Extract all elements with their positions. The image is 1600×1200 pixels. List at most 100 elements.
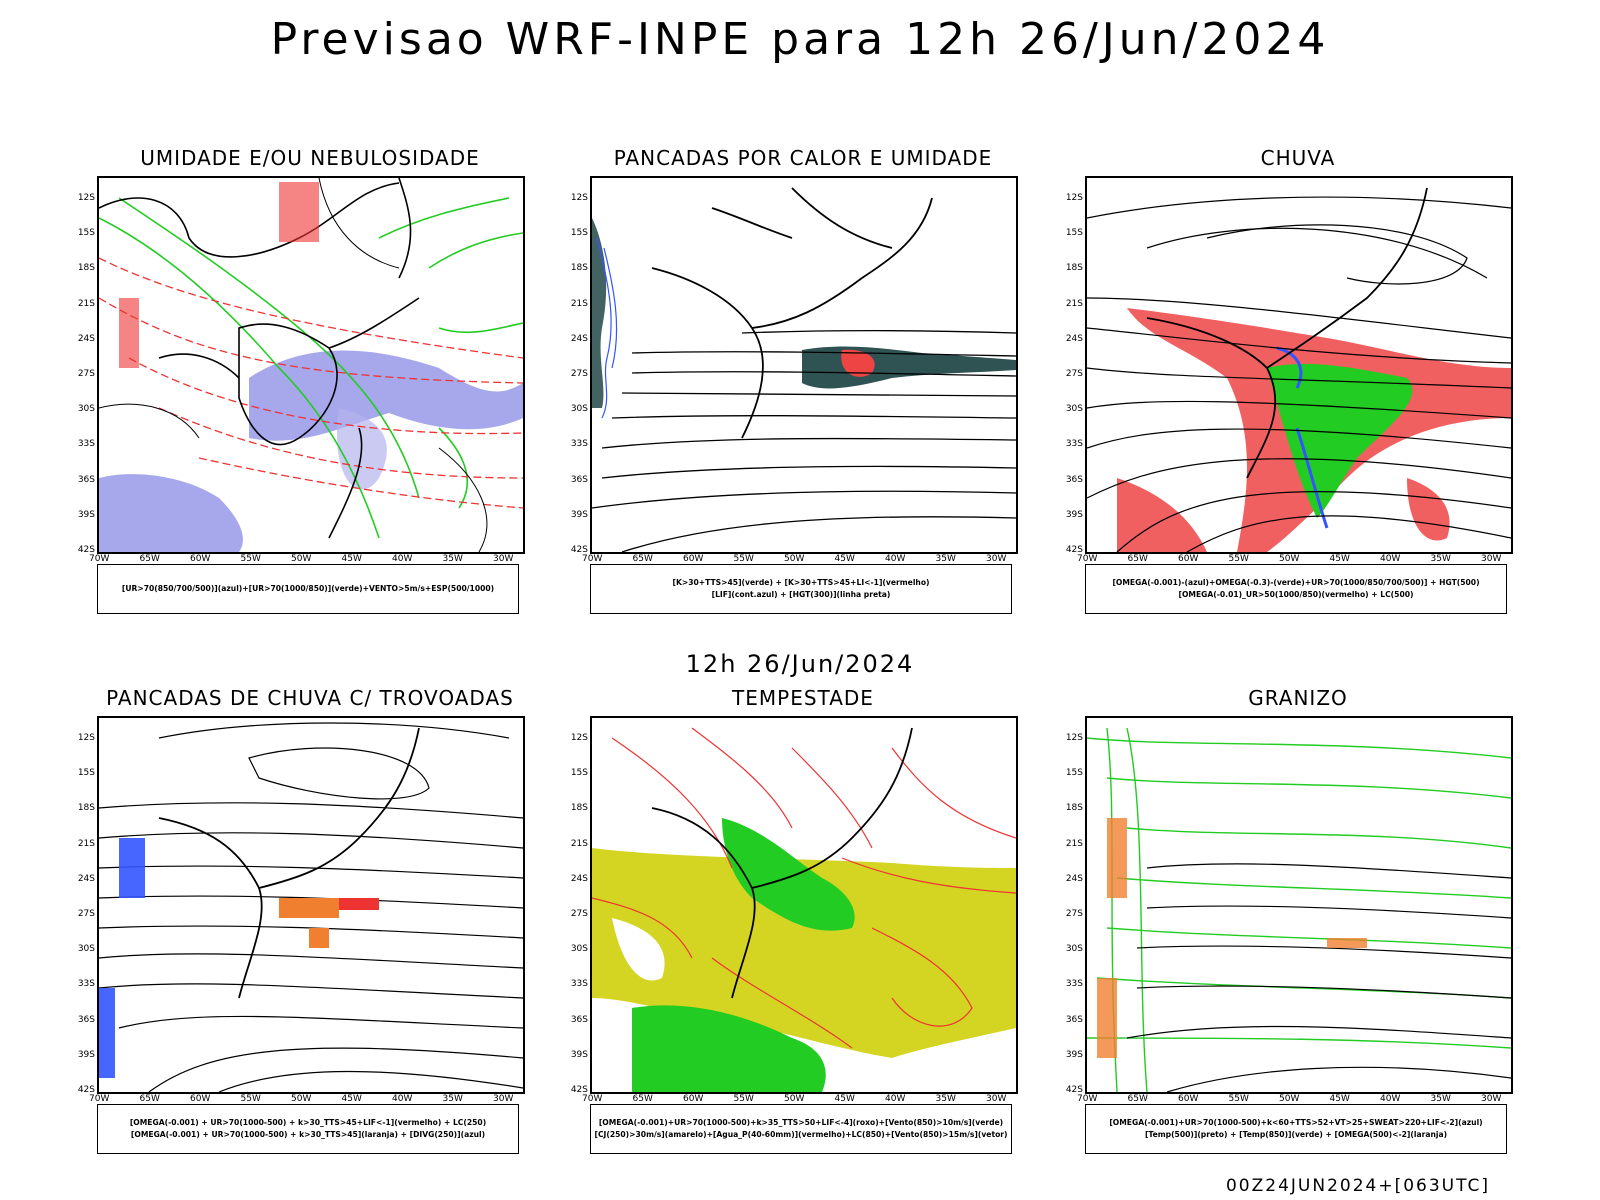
lat-tick-label: 33S	[77, 439, 95, 450]
lat-tick-label: 42S	[77, 545, 95, 555]
lat-tick-label: 21S	[570, 298, 588, 309]
lat-tick-label: 18S	[77, 263, 95, 274]
panel-legend: [OMEGA(-0.001)+UR>70(1000-500)+k<60+TTS>…	[1085, 1104, 1507, 1154]
map-tempestade	[590, 716, 1018, 1094]
map-umidade	[97, 176, 525, 554]
lon-tick-label: 70W	[1077, 1094, 1098, 1104]
lat-tick-label: 24S	[570, 333, 588, 344]
lon-tick-label: 45W	[341, 554, 362, 564]
lon-tick-label: 55W	[1228, 554, 1249, 564]
lat-tick-label: 12S	[1065, 193, 1083, 203]
lon-tick-label: 30W	[986, 1094, 1007, 1104]
panel-legend: [UR>70(850/700/500)](azul)+[UR>70(1000/8…	[97, 564, 519, 614]
lon-tick-label: 40W	[1380, 554, 1401, 564]
panel-legend: [OMEGA(-0.001)-(azul)+OMEGA(-0.3)-(verde…	[1085, 564, 1507, 614]
lon-tick-label: 70W	[89, 554, 110, 564]
lon-tick-label: 30W	[986, 554, 1007, 564]
lat-tick-label: 36S	[1065, 474, 1083, 485]
panel-title: CHUVA	[1260, 146, 1336, 170]
lon-tick-label: 30W	[1481, 554, 1502, 564]
lat-tick-label: 12S	[1065, 733, 1083, 743]
lon-tick-label: 40W	[885, 1094, 906, 1104]
lon-tick-label: 55W	[733, 554, 754, 564]
lat-tick-label: 27S	[77, 909, 95, 919]
lat-tick-label: 39S	[570, 509, 588, 520]
panel-title: GRANIZO	[1248, 686, 1348, 710]
lat-tick-label: 12S	[77, 733, 95, 743]
lat-tick-label: 36S	[1065, 1014, 1083, 1025]
lon-tick-label: 35W	[935, 1094, 956, 1104]
lat-tick-label: 24S	[1065, 873, 1083, 884]
panel-title: PANCADAS DE CHUVA C/ TROVOADAS	[106, 686, 514, 710]
lon-tick-label: 65W	[632, 554, 653, 564]
lon-tick-label: 35W	[1430, 1094, 1451, 1104]
lon-tick-label: 60W	[190, 1094, 211, 1104]
lat-tick-label: 24S	[1065, 333, 1083, 344]
lon-tick-label: 35W	[935, 554, 956, 564]
map-svg	[1087, 727, 1511, 1092]
lon-tick-label: 35W	[442, 1094, 463, 1104]
lat-tick-label: 15S	[570, 768, 588, 779]
lat-tick-label: 42S	[570, 1085, 588, 1095]
lat-tick-label: 15S	[570, 228, 588, 239]
lon-tick-label: 60W	[190, 554, 211, 564]
lon-tick-label: 70W	[1077, 554, 1098, 564]
lat-tick-label: 33S	[1065, 439, 1083, 450]
lon-tick-label: 55W	[733, 1094, 754, 1104]
map-svg	[592, 727, 1016, 1092]
lon-tick-label: 40W	[392, 1094, 413, 1104]
lon-tick-label: 50W	[291, 1094, 312, 1104]
lon-tick-label: 60W	[683, 554, 704, 564]
lat-tick-label: 30S	[77, 944, 95, 955]
lat-tick-label: 15S	[77, 768, 95, 779]
map-svg	[1087, 187, 1511, 552]
lat-tick-label: 42S	[1065, 545, 1083, 555]
lon-tick-label: 30W	[493, 1094, 514, 1104]
lat-tick-label: 30S	[77, 404, 95, 415]
panel-title: UMIDADE E/OU NEBULOSIDADE	[140, 146, 480, 170]
lat-tick-label: 21S	[1065, 298, 1083, 309]
lat-tick-label: 18S	[570, 263, 588, 274]
lon-tick-label: 45W	[1329, 554, 1350, 564]
lon-tick-label: 45W	[834, 554, 855, 564]
lat-tick-label: 21S	[77, 298, 95, 309]
lat-tick-label: 33S	[77, 979, 95, 990]
page-title: Previsao WRF-INPE para 12h 26/Jun/2024	[270, 14, 1330, 65]
lon-tick-label: 30W	[493, 554, 514, 564]
lon-tick-label: 50W	[784, 1094, 805, 1104]
run-info: 00Z24JUN2024+[063UTC]	[1225, 1176, 1490, 1196]
lat-tick-label: 18S	[1065, 803, 1083, 814]
lon-tick-label: 50W	[784, 554, 805, 564]
lon-tick-label: 55W	[1228, 1094, 1249, 1104]
lon-tick-label: 50W	[291, 554, 312, 564]
lat-tick-label: 21S	[77, 838, 95, 849]
lon-tick-label: 65W	[139, 1094, 160, 1104]
lat-tick-label: 21S	[1065, 838, 1083, 849]
lon-tick-label: 35W	[1430, 554, 1451, 564]
panel-title: PANCADAS POR CALOR E UMIDADE	[613, 146, 993, 170]
lon-tick-label: 60W	[683, 1094, 704, 1104]
lon-tick-label: 50W	[1279, 554, 1300, 564]
lon-tick-label: 40W	[1380, 1094, 1401, 1104]
lon-tick-label: 60W	[1178, 554, 1199, 564]
lon-tick-label: 55W	[240, 554, 261, 564]
lat-tick-label: 42S	[77, 1085, 95, 1095]
lat-tick-label: 18S	[77, 803, 95, 814]
panel-title: TEMPESTADE	[732, 686, 874, 710]
lat-tick-label: 39S	[1065, 1049, 1083, 1060]
lat-tick-label: 42S	[1065, 1085, 1083, 1095]
map-trovoadas	[97, 716, 525, 1094]
lat-tick-label: 30S	[570, 404, 588, 415]
lat-tick-label: 36S	[570, 474, 588, 485]
lat-tick-label: 24S	[77, 333, 95, 344]
panel-legend: [OMEGA(-0.001)+UR>70(1000-500)+k>35_TTS>…	[590, 1104, 1012, 1154]
lat-tick-label: 15S	[1065, 768, 1083, 779]
lat-tick-label: 36S	[570, 1014, 588, 1025]
lat-tick-label: 24S	[570, 873, 588, 884]
lat-tick-label: 36S	[77, 1014, 95, 1025]
lon-tick-label: 60W	[1178, 1094, 1199, 1104]
lat-tick-label: 27S	[1065, 369, 1083, 379]
lon-tick-label: 70W	[582, 1094, 603, 1104]
lon-tick-label: 50W	[1279, 1094, 1300, 1104]
lat-tick-label: 39S	[77, 509, 95, 520]
